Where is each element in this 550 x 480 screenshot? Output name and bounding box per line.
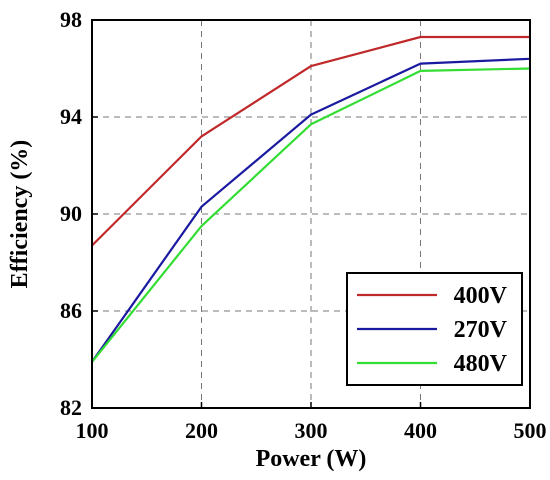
legend: 400V 270V 480V bbox=[346, 272, 523, 386]
series-line-270V bbox=[91, 57, 531, 363]
legend-label-480V: 480V bbox=[454, 351, 508, 377]
legend-label-270V: 270V bbox=[454, 317, 508, 343]
y-tick-label-4: 98 bbox=[60, 7, 82, 32]
x-tick-label-2: 300 bbox=[295, 418, 328, 443]
y-axis-title: Efficiency (%) bbox=[7, 140, 33, 289]
y-tick-label-0: 82 bbox=[60, 395, 82, 420]
series-line-400V bbox=[91, 35, 530, 247]
y-tick-label-1: 86 bbox=[60, 298, 82, 323]
x-tick-label-3: 400 bbox=[404, 418, 437, 443]
legend-label-400V: 400V bbox=[454, 283, 508, 309]
x-axis-title: Power (W) bbox=[256, 446, 367, 472]
x-tick-label-1: 200 bbox=[185, 418, 218, 443]
x-tick-labels: 100 200 300 400 500 bbox=[76, 418, 547, 443]
y-tick-labels: 82 86 90 94 98 bbox=[60, 7, 82, 420]
tick-marks bbox=[91, 19, 531, 409]
series-lines bbox=[91, 35, 531, 363]
x-tick-label-0: 100 bbox=[76, 418, 109, 443]
y-tick-label-2: 90 bbox=[60, 201, 82, 226]
y-tick-label-3: 94 bbox=[60, 104, 82, 129]
x-tick-label-4: 500 bbox=[514, 418, 547, 443]
series-line-480V bbox=[91, 67, 531, 363]
